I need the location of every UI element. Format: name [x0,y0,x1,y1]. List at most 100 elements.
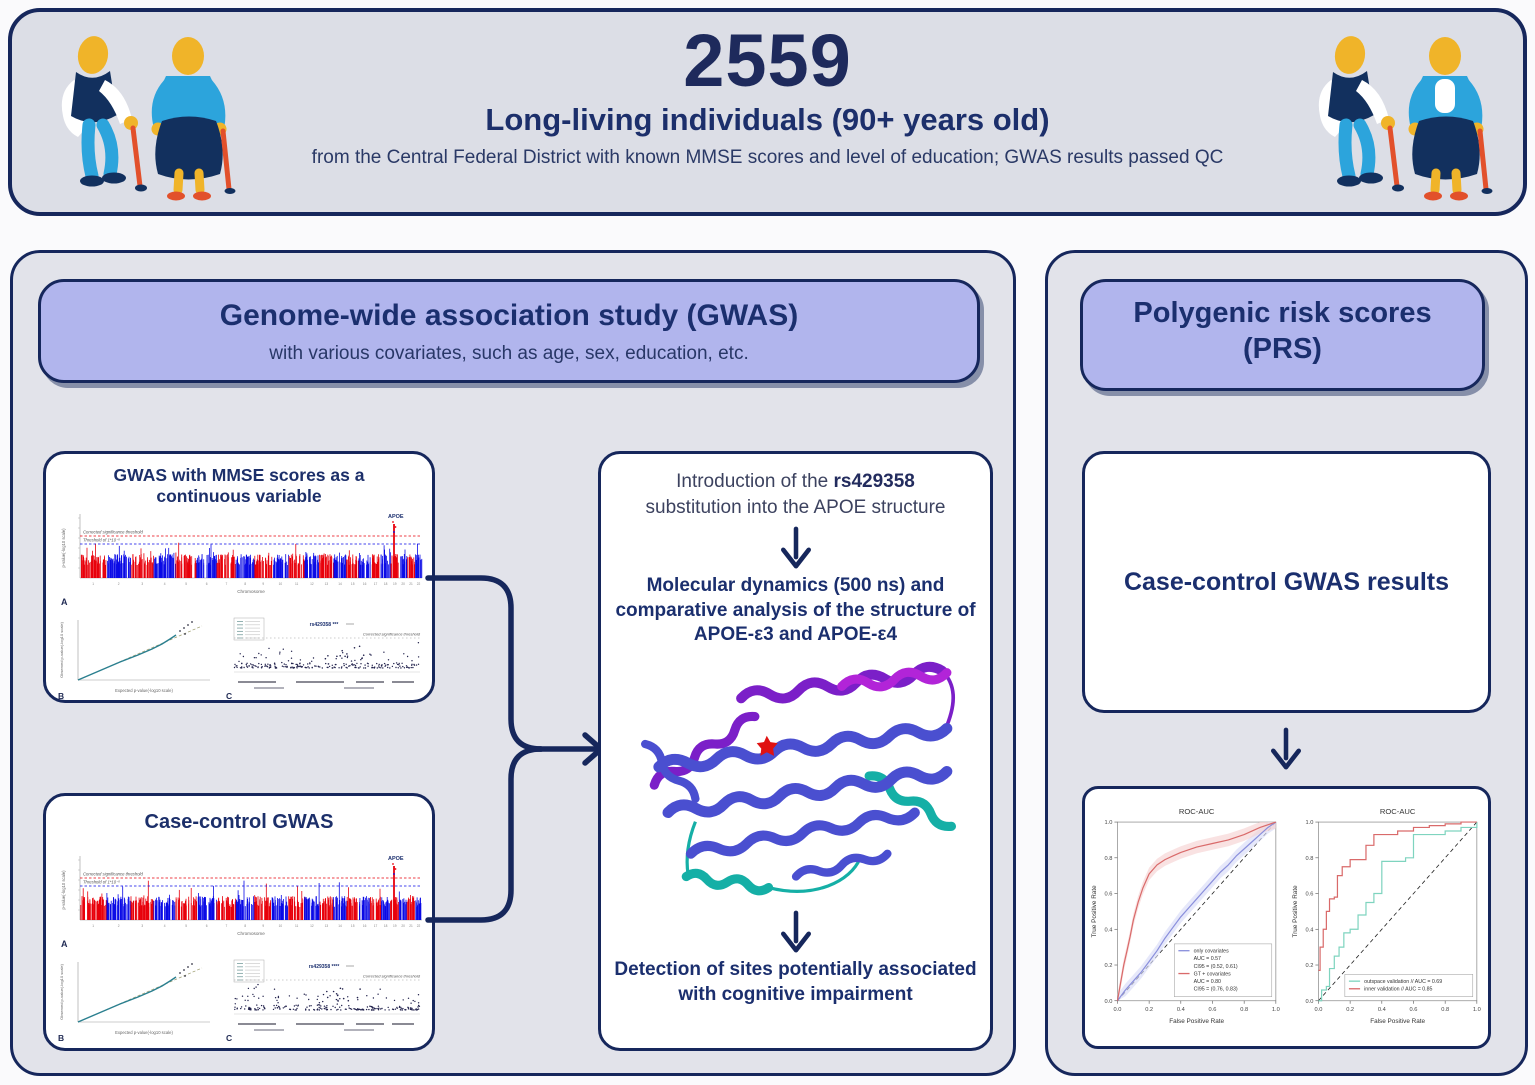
flow-step-2: Molecular dynamics (500 ns) and comparat… [615,575,976,645]
svg-text:ROC-AUC: ROC-AUC [1178,807,1214,816]
svg-text:14: 14 [338,924,342,928]
svg-text:0.4: 0.4 [1176,1007,1184,1013]
svg-text:0.4: 0.4 [1377,1007,1385,1013]
prs-header: Polygenic risk scores (PRS) [1080,279,1485,391]
svg-text:6: 6 [206,582,208,586]
svg-text:0.8: 0.8 [1104,856,1112,862]
svg-text:Threshold of 1*10⁻⁵: Threshold of 1*10⁻⁵ [83,538,120,543]
svg-text:8: 8 [244,924,246,928]
svg-text:18: 18 [384,924,388,928]
svg-text:0.0: 0.0 [1104,999,1112,1005]
qq-plot: Expected p-value(-log10 scale) Observed p… [58,620,210,701]
svg-text:B: B [58,1033,64,1043]
svg-text:18: 18 [384,582,388,586]
svg-text:0.8: 0.8 [1305,856,1313,862]
svg-text:0.0: 0.0 [1113,1007,1121,1013]
gwas-header: Genome-wide association study (GWAS) wit… [38,279,980,383]
svg-text:20: 20 [401,582,405,586]
case-control-results-box: Case-control GWAS results [1082,451,1491,713]
svg-text:CI95 = (0.76, 0.83): CI95 = (0.76, 0.83) [1193,987,1237,993]
svg-text:0.8: 0.8 [1441,1007,1449,1013]
svg-text:19: 19 [393,582,397,586]
svg-text:16: 16 [363,924,367,928]
svg-text:12: 12 [310,924,314,928]
svg-text:CI95 = (0.52, 0.61): CI95 = (0.52, 0.61) [1193,964,1237,970]
regional-association-plot: rs429358 **** Corrected significance thre… [226,959,421,1043]
svg-text:1: 1 [92,582,94,586]
svg-text:4: 4 [164,582,166,586]
svg-text:3: 3 [141,582,143,586]
svg-text:C: C [226,691,232,701]
arrow-down-icon [780,526,811,569]
molecular-analysis-box: Introduction of the rs429358 substitutio… [598,451,993,1051]
merge-arrow-icon [425,575,604,923]
svg-text:0.4: 0.4 [1305,927,1313,933]
roc-plot-covariates: ROC-AUC 0.00.0 0.2 0.2 0.4 0.4 0.6 0.6 0.8 0.8 1.0… [1091,807,1280,1025]
svg-text:True Positive Rate: True Positive Rate [1292,885,1299,938]
svg-text:Observed p-value(-log10 scale): Observed p-value(-log10 scale) [59,621,64,677]
svg-text:APOE: APOE [388,514,404,520]
svg-text:GT + covariates: GT + covariates [1193,971,1231,977]
elderly-couple-icon [61,36,236,201]
cohort-count: 2559 [683,19,852,102]
svg-text:only covariates: only covariates [1193,949,1228,955]
svg-text:1.0: 1.0 [1104,820,1112,826]
protein-ribbon-illustration [640,662,956,896]
svg-text:12: 12 [310,582,314,586]
case-control-box-title: Case-control GWAS [144,811,334,833]
svg-text:20: 20 [401,924,405,928]
svg-text:Corrected significance thresho: Corrected significance threshold [83,872,143,877]
gwas-panel: Genome-wide association study (GWAS) wit… [10,250,1016,1076]
svg-text:21: 21 [409,582,413,586]
svg-text:11: 11 [295,582,299,586]
svg-text:ROC-AUC: ROC-AUC [1379,807,1415,816]
flow-step-3: Detection of sites potentially associate… [614,959,977,1005]
mmse-box-title: GWAS with MMSE scores as a continuous va… [113,465,365,506]
manhattan-plot: 1 2 3 4 5 6 7 8 9 10 11 12 13 14 15 16 17 18 19 20 21 22APOEC… [61,856,422,949]
svg-text:0.2: 0.2 [1305,963,1313,969]
svg-text:10: 10 [279,924,283,928]
flow-step-1-snp: rs429358 [833,471,915,492]
svg-text:2: 2 [118,924,120,928]
svg-text:0.6: 0.6 [1208,1007,1216,1013]
mmse-gwas-box: GWAS with MMSE scores as a continuous va… [43,451,435,703]
svg-text:13: 13 [325,924,329,928]
svg-text:19: 19 [393,924,397,928]
prs-header-title-line1: Polygenic risk scores [1133,297,1432,329]
elderly-woman [1408,37,1493,201]
prs-panel: Polygenic risk scores (PRS) Case-control… [1045,250,1528,1076]
svg-text:0.6: 0.6 [1305,892,1313,898]
banner-title: Long-living individuals (90+ years old) [485,102,1050,137]
svg-text:1.0: 1.0 [1271,1007,1279,1013]
svg-text:22: 22 [417,924,421,928]
svg-text:22: 22 [417,582,421,586]
svg-text:p-value(-log10 scale): p-value(-log10 scale) [61,870,66,910]
elderly-man [61,36,147,192]
svg-text:1.0: 1.0 [1472,1007,1480,1013]
svg-text:1: 1 [92,924,94,928]
svg-text:Observed p-value(-log10 scale): Observed p-value(-log10 scale) [59,963,64,1019]
svg-text:AUC = 0.57: AUC = 0.57 [1193,956,1220,962]
svg-text:15: 15 [351,582,355,586]
svg-text:4: 4 [164,924,166,928]
svg-text:A: A [61,597,68,607]
svg-text:Expected p-value(-log10 scale): Expected p-value(-log10 scale) [115,688,173,693]
svg-text:Threshold of 1*10⁻⁵: Threshold of 1*10⁻⁵ [83,880,120,885]
svg-text:APOE: APOE [388,856,404,862]
svg-text:outspace validation // AUC = 0: outspace validation // AUC = 0.69 [1364,979,1442,985]
flow-step-1: Introduction of the rs429358 substitutio… [601,469,990,520]
svg-text:3: 3 [141,924,143,928]
svg-text:A: A [61,939,68,949]
manhattan-plot: 1 2 3 4 5 6 7 8 9 10 11 12 13 14 15 16 17 18 19 20 21 22APOEC… [61,514,423,607]
svg-text:False Positive Rate: False Positive Rate [1169,1018,1224,1025]
arrow-down-icon [780,910,811,953]
svg-text:9: 9 [262,582,264,586]
svg-text:7: 7 [226,582,228,586]
svg-text:17: 17 [374,582,378,586]
svg-text:rs429358 ***: rs429358 *** [310,622,339,628]
roc-box: ROC-AUC 0.0 0.0 0.2 0.2 0.4 0.4 0.6 0.6 0.8 0.8 1.0… [1082,786,1491,1049]
svg-text:AUC = 0.80: AUC = 0.80 [1193,979,1220,985]
svg-text:True Positive Rate: True Positive Rate [1091,885,1098,938]
svg-text:rs429358 ****: rs429358 **** [309,964,340,970]
prs-header-title-line2: (PRS) [1243,333,1322,366]
